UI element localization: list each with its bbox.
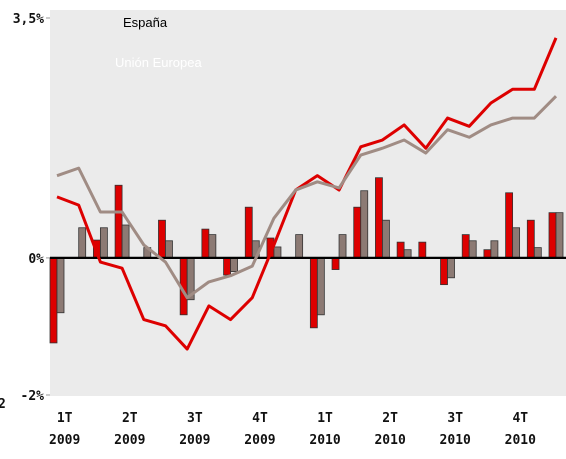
bar bbox=[490, 240, 499, 259]
legend-label: España bbox=[123, 15, 168, 30]
bar bbox=[396, 241, 405, 259]
bar bbox=[526, 219, 535, 259]
bar bbox=[353, 206, 362, 259]
bar bbox=[208, 234, 217, 259]
bar bbox=[440, 257, 448, 286]
bar bbox=[223, 257, 231, 276]
annotation: 2 bbox=[0, 397, 6, 412]
bar bbox=[418, 241, 427, 259]
x-tick-label: 4T 2009 bbox=[244, 411, 276, 448]
bar bbox=[375, 177, 383, 259]
bar bbox=[309, 257, 318, 329]
bar bbox=[483, 249, 492, 259]
bar bbox=[78, 227, 87, 259]
line bbox=[56, 37, 558, 351]
bar bbox=[49, 257, 58, 344]
bar bbox=[99, 227, 108, 259]
bar bbox=[403, 249, 412, 259]
bar bbox=[548, 212, 557, 259]
x-tick-label: 3T 2010 bbox=[439, 411, 471, 448]
bar bbox=[533, 247, 542, 259]
bar bbox=[360, 190, 369, 259]
legend-label: Unión Europea bbox=[115, 55, 202, 70]
bar bbox=[165, 240, 173, 259]
y-tick-label: -2% bbox=[21, 389, 45, 404]
bar bbox=[331, 257, 340, 270]
bar bbox=[158, 219, 166, 259]
x-tick-label: 3T 2009 bbox=[179, 411, 211, 448]
bar bbox=[273, 246, 282, 259]
bar bbox=[512, 227, 521, 259]
x-tick-label: 2T 2010 bbox=[374, 411, 406, 448]
bar bbox=[316, 257, 325, 316]
x-tick-label: 1T 2009 bbox=[49, 411, 81, 448]
bar bbox=[121, 224, 130, 259]
bar bbox=[382, 219, 390, 259]
x-tick-label: 1T 2010 bbox=[309, 411, 341, 448]
bar bbox=[56, 257, 65, 314]
bar bbox=[338, 234, 347, 259]
bar bbox=[505, 192, 514, 259]
y-tick-label: 0% bbox=[28, 252, 44, 267]
bar bbox=[230, 257, 238, 273]
plot-background bbox=[50, 10, 566, 396]
x-tick-label: 4T 2010 bbox=[504, 411, 536, 448]
bar bbox=[555, 212, 564, 259]
x-tick-label: 2T 2009 bbox=[114, 411, 146, 448]
bar bbox=[201, 228, 210, 259]
bar bbox=[461, 234, 470, 259]
bar bbox=[447, 257, 455, 279]
bar bbox=[114, 184, 123, 259]
bar bbox=[468, 240, 477, 259]
bar bbox=[295, 234, 304, 259]
line bbox=[56, 95, 558, 300]
bar bbox=[244, 206, 253, 259]
y-tick-label: 3,5% bbox=[13, 12, 44, 27]
